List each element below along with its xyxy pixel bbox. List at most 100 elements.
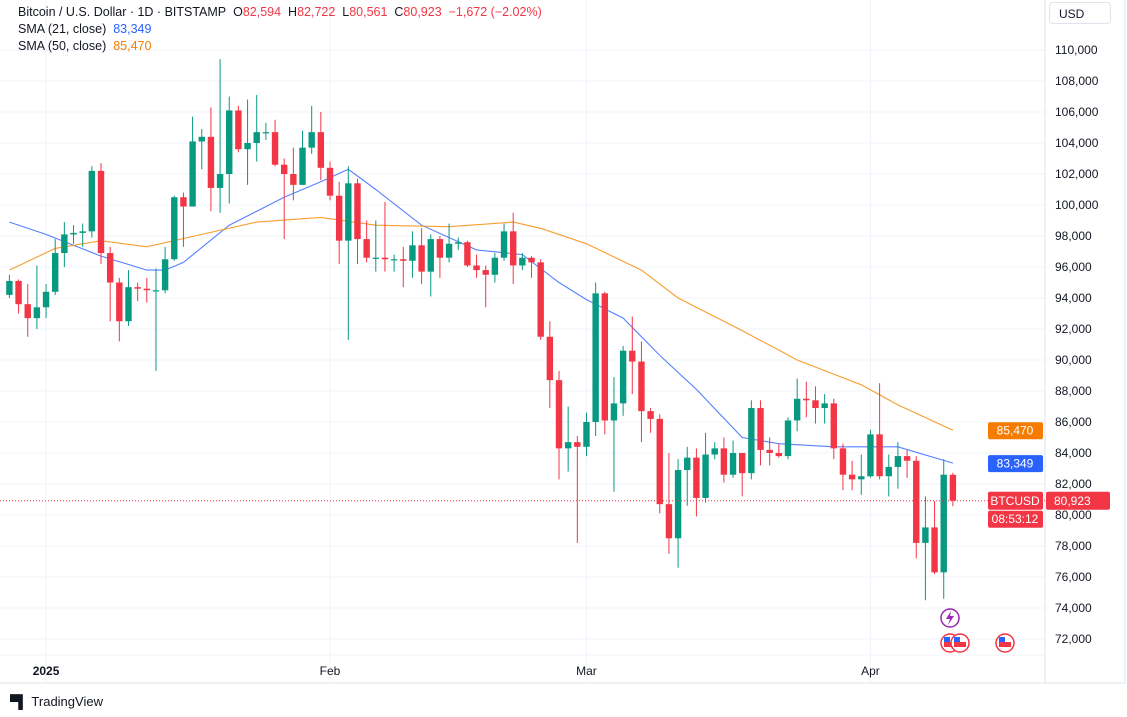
candle-up — [79, 231, 86, 233]
candle-up — [262, 132, 270, 134]
candle-down — [720, 448, 728, 475]
candle-up — [519, 257, 526, 266]
x-tick-label: Apr — [861, 664, 880, 678]
candle-down — [830, 403, 837, 449]
candle-up — [867, 434, 874, 477]
candle-up — [793, 398, 801, 421]
tradingview-branding[interactable]: ▀▌ TradingView — [10, 694, 103, 709]
sma21-label: SMA (21, close) — [18, 22, 107, 36]
candle-up — [226, 110, 233, 174]
candle-down — [400, 259, 407, 261]
y-tick-label: 90,000 — [1055, 353, 1092, 367]
y-tick-label: 110,000 — [1055, 43, 1098, 57]
candle-down — [803, 398, 810, 401]
x-tick-label: 2025 — [33, 664, 60, 678]
sma50-price-label: 85,470 — [997, 424, 1034, 438]
candle-down — [143, 288, 150, 291]
candle-down — [601, 293, 608, 421]
y-tick-label: 88,000 — [1055, 384, 1092, 398]
sma21-price-label: 83,349 — [997, 457, 1034, 471]
low-value: 80,561 — [349, 5, 388, 19]
candle-down — [271, 132, 279, 165]
candle-up — [216, 174, 224, 188]
candle-up — [940, 474, 947, 573]
open-label: O — [233, 5, 243, 19]
candle-up — [244, 143, 251, 150]
candle-down — [24, 304, 31, 319]
candlestick-chart[interactable]: 72,000 74,000 76,000 78,000 80,000 82,000 84,0… — [0, 0, 1127, 690]
candle-up — [748, 408, 755, 474]
sma21-price-tag — [988, 455, 1043, 473]
sma21-value: 83,349 — [113, 22, 152, 36]
candle-down — [775, 453, 783, 457]
last-price-value: 80,923 — [1054, 494, 1091, 508]
candle-up — [88, 170, 96, 232]
y-tick-label: 96,000 — [1055, 260, 1092, 274]
candle-down — [555, 380, 563, 449]
candle-down — [436, 239, 444, 258]
flag-canton — [999, 637, 1005, 642]
candle-up — [390, 259, 398, 261]
flag-canton — [954, 637, 960, 642]
candle-down — [647, 411, 654, 419]
candle-up — [345, 183, 352, 241]
candle-down — [949, 474, 957, 501]
candle-up — [583, 422, 590, 447]
y-tick-label: 72,000 — [1055, 632, 1092, 646]
candle-down — [766, 449, 773, 453]
x-tick-label: Mar — [576, 664, 597, 678]
candle-down — [638, 361, 645, 412]
candle-down — [326, 167, 334, 196]
tradingview-logo: ▀▌ — [10, 694, 27, 709]
candle-down — [739, 453, 746, 474]
candle-down — [97, 170, 105, 254]
y-tick-label: 98,000 — [1055, 229, 1092, 243]
candle-down — [363, 239, 370, 258]
candle-down — [931, 527, 938, 573]
candle-up — [6, 280, 13, 295]
candle-down — [537, 262, 544, 337]
candle-down — [839, 448, 847, 475]
candle-up — [198, 136, 205, 142]
bar-countdown-tag — [988, 510, 1043, 528]
candle-up — [52, 253, 59, 292]
candle-down — [757, 408, 764, 450]
candle-down — [418, 245, 425, 272]
candle-down — [876, 434, 883, 477]
symbol-ohlc-row: Bitcoin / U.S. Dollar · 1D · BITSTAMP O8… — [18, 4, 542, 21]
candle-down — [106, 253, 114, 283]
candle-up — [161, 259, 169, 291]
candle-up — [564, 442, 572, 449]
candle-down — [134, 287, 141, 289]
currency-button[interactable]: USD — [1049, 2, 1111, 24]
y-tick-label: 80,000 — [1055, 508, 1092, 522]
candle-up — [491, 257, 499, 275]
candle-up — [445, 243, 453, 258]
high-label: H — [288, 5, 298, 19]
x-tick-label: Feb — [320, 664, 341, 678]
candle-up — [885, 466, 892, 477]
candle-down — [15, 280, 22, 305]
flag-stripes — [954, 642, 966, 647]
sma50-line — [9, 216, 954, 431]
candle-down — [180, 197, 187, 207]
candle-up — [372, 257, 379, 259]
candle-down — [812, 400, 819, 409]
candle-down — [482, 270, 489, 275]
chart-legend: Bitcoin / U.S. Dollar · 1D · BITSTAMP O8… — [18, 4, 542, 55]
candle-down — [354, 183, 361, 240]
y-tick-label: 76,000 — [1055, 570, 1092, 584]
low-label: L — [342, 5, 350, 19]
candle-up — [684, 457, 691, 471]
flag-stripes — [944, 642, 956, 647]
sma50-legend[interactable]: SMA (50, close) 85,470 — [18, 38, 542, 55]
candle-down — [510, 231, 517, 266]
candle-up — [702, 454, 709, 498]
candle-up — [592, 293, 599, 422]
candle-down — [574, 442, 581, 447]
y-tick-label: 82,000 — [1055, 477, 1092, 491]
candle-up — [299, 147, 306, 185]
y-tick-label: 108,000 — [1055, 74, 1099, 88]
sma21-legend[interactable]: SMA (21, close) 83,349 — [18, 21, 542, 38]
candle-down — [473, 265, 480, 271]
